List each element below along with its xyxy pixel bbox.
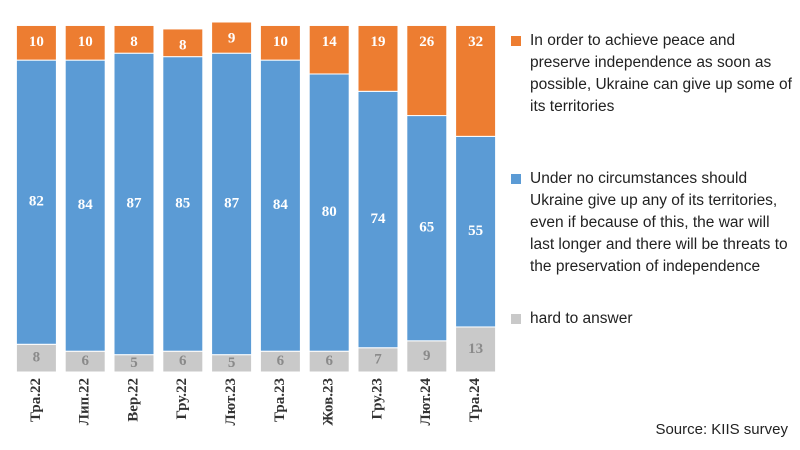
bar-segment [64,24,106,61]
bar-segment [259,24,301,61]
bar-segment [357,90,399,349]
value-label: 84 [78,197,94,213]
value-label: 10 [78,34,93,50]
legend-label: In order to achieve peace and preserve i… [530,32,792,115]
value-label: 87 [224,195,240,211]
x-tick-label: Тра.23 [272,378,288,422]
bar-segment [113,24,155,54]
bar-segment [455,24,497,137]
bar-segment [406,24,448,117]
value-label: 13 [468,341,483,357]
value-label: 26 [419,34,435,50]
value-label: 7 [374,351,382,367]
bar-segment [64,59,106,352]
legend-swatch [511,174,521,184]
value-label: 8 [33,350,41,366]
source: Source: KIIS survey [655,421,788,438]
x-tick-label: Вер.22 [125,378,141,422]
value-label: 6 [325,353,333,369]
bar-segment [15,343,57,373]
legend-swatch [511,314,521,324]
value-label: 32 [468,34,483,50]
value-label: 5 [130,355,138,371]
bar-segment [15,59,57,345]
bar-segment [113,52,155,356]
x-tick-label: Тра.22 [28,378,44,422]
bar-segment [357,347,399,373]
value-label: 65 [419,220,434,236]
value-label: 87 [127,195,143,211]
bar-segment [308,24,350,75]
bar-segment [455,326,497,373]
bar-segment [162,28,204,58]
x-tick-label: Лют.23 [223,378,239,425]
bar-segment [162,56,204,352]
bar-segment [15,24,57,61]
bar-segment [211,21,253,54]
x-tick-label: Гру.23 [369,378,385,420]
value-label: 10 [273,34,288,50]
value-label: 55 [468,223,483,239]
value-label: 85 [175,195,190,211]
bar-segment [406,115,448,342]
value-label: 80 [322,204,337,220]
value-label: 82 [29,194,44,210]
legend-swatch [511,36,521,46]
bar-segment [455,135,497,328]
value-label: 8 [179,37,187,53]
x-tick-label: Жов.23 [321,378,337,426]
bar-segment [357,24,399,92]
x-tick-label: Лют.24 [418,378,434,426]
value-label: 5 [228,355,236,371]
value-label: 8 [130,34,138,50]
value-label: 74 [371,211,387,227]
legend-entry: Under no circumstances should Ukraine gi… [511,168,796,278]
value-label: 6 [277,353,285,369]
value-label: 19 [371,34,386,50]
value-label: 10 [29,34,44,50]
x-tick-label: Лип.22 [77,378,93,425]
bar-segment [211,52,253,356]
value-label: 84 [273,197,289,213]
value-label: 6 [179,353,187,369]
x-tick-label: Тра.24 [467,378,483,423]
value-label: 9 [423,348,431,364]
legend-label: Under no circumstances should Ukraine gi… [530,170,788,275]
bar-segment [308,73,350,352]
x-tick-label: Гру.22 [174,378,190,420]
value-label: 6 [81,353,89,369]
value-label: 9 [228,30,236,46]
bar-segment [259,59,301,352]
legend-entry: In order to achieve peace and preserve i… [511,30,796,118]
value-label: 14 [322,34,338,50]
legend-label: hard to answer [530,310,633,327]
legend-entry: hard to answer [511,308,796,330]
